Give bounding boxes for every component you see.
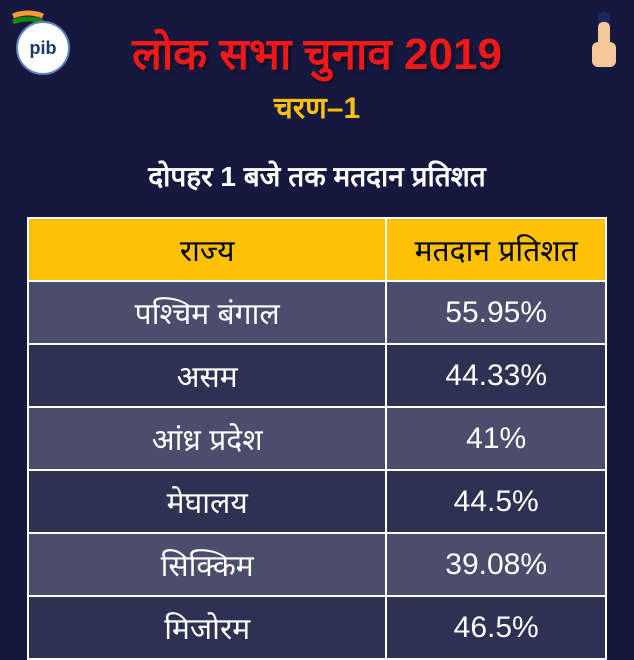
cell-state: असम xyxy=(28,344,386,407)
cell-pct: 44.33% xyxy=(386,344,606,407)
table-row: मिजोरम 46.5% xyxy=(28,596,606,659)
pib-logo: pib xyxy=(8,8,78,78)
table-row: सिक्किम 39.08% xyxy=(28,533,606,596)
cell-state: मिजोरम xyxy=(28,596,386,659)
title-block: लोक सभा चुनाव 2019 चरण–1 दोपहर 1 बजे तक … xyxy=(0,0,634,195)
cell-pct: 41% xyxy=(386,407,606,470)
cell-pct: 46.5% xyxy=(386,596,606,659)
cell-state: आंध्र प्रदेश xyxy=(28,407,386,470)
table-row: पश्चिम बंगाल 55.95% xyxy=(28,281,606,344)
voting-table: राज्य मतदान प्रतिशत पश्चिम बंगाल 55.95% … xyxy=(27,217,607,660)
sub-title: चरण–1 xyxy=(0,86,634,127)
table-row: मेघालय 44.5% xyxy=(28,470,606,533)
logo-text: pib xyxy=(30,38,57,58)
cell-state: मेघालय xyxy=(28,470,386,533)
table-row: आंध्र प्रदेश 41% xyxy=(28,407,606,470)
cell-state: सिक्किम xyxy=(28,533,386,596)
cell-state: पश्चिम बंगाल xyxy=(28,281,386,344)
cell-pct: 55.95% xyxy=(386,281,606,344)
voting-finger-icon xyxy=(590,12,618,67)
col-header-pct: मतदान प्रतिशत xyxy=(386,218,606,281)
table-header-row: राज्य मतदान प्रतिशत xyxy=(28,218,606,281)
cell-pct: 39.08% xyxy=(386,533,606,596)
main-title: लोक सभा चुनाव 2019 xyxy=(0,22,634,82)
cell-pct: 44.5% xyxy=(386,470,606,533)
table-row: असम 44.33% xyxy=(28,344,606,407)
col-header-state: राज्य xyxy=(28,218,386,281)
table-title: दोपहर 1 बजे तक मतदान प्रतिशत xyxy=(0,157,634,195)
